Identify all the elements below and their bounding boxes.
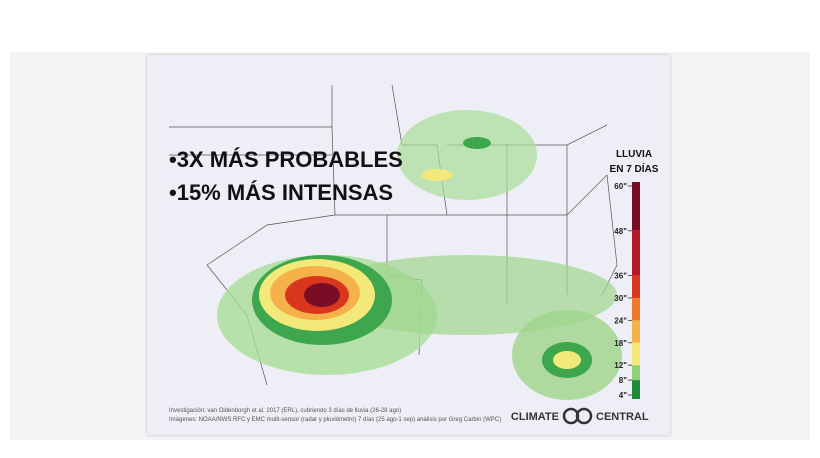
- map-card: •3X MÁS PROBABLES •15% MÁS INTENSAS LLUV…: [147, 55, 670, 435]
- headline-line: •3X MÁS PROBABLES: [169, 147, 403, 172]
- colorbar-tick-label: 48": [614, 227, 627, 236]
- colorbar-tick-label: 24": [614, 316, 627, 325]
- map: •3X MÁS PROBABLES •15% MÁS INTENSAS LLUV…: [169, 84, 659, 425]
- colorbar-segment: [632, 275, 640, 298]
- credit: Imágenes: NOAA/NWS RFC y EMC multi-senso…: [169, 417, 501, 423]
- colorbar-segment: [632, 380, 640, 399]
- colorbar-tick-label: 60": [614, 182, 627, 191]
- colorbar-segment: [632, 320, 640, 343]
- colorbar-segment: [632, 182, 640, 231]
- colorbar-segment: [632, 230, 640, 276]
- colorbar-tick-label: 18": [614, 339, 627, 348]
- legend-title: EN 7 DÍAS: [610, 162, 659, 175]
- headline-line: •15% MÁS INTENSAS: [169, 180, 393, 205]
- colorbar-tick-label: 30": [614, 294, 627, 303]
- logo-text: CENTRAL: [596, 411, 649, 423]
- colorbar-tick-label: 4": [619, 391, 627, 400]
- colorbar-tick-label: 12": [614, 361, 627, 370]
- colorbar-tick-label: 8": [619, 376, 627, 385]
- colorbar-segment: [632, 297, 640, 321]
- rain-blobs: [217, 110, 622, 400]
- logo-mark: [562, 407, 593, 425]
- logo-text: CLIMATE: [511, 411, 559, 423]
- credit: Investigación: van Oldenborgh et al. 201…: [169, 408, 401, 414]
- legend-title: LLUVIA: [616, 149, 652, 160]
- colorbar-segment: [632, 365, 640, 381]
- colorbar-tick-label: 36": [614, 272, 627, 281]
- colorbar-segment: [632, 342, 640, 366]
